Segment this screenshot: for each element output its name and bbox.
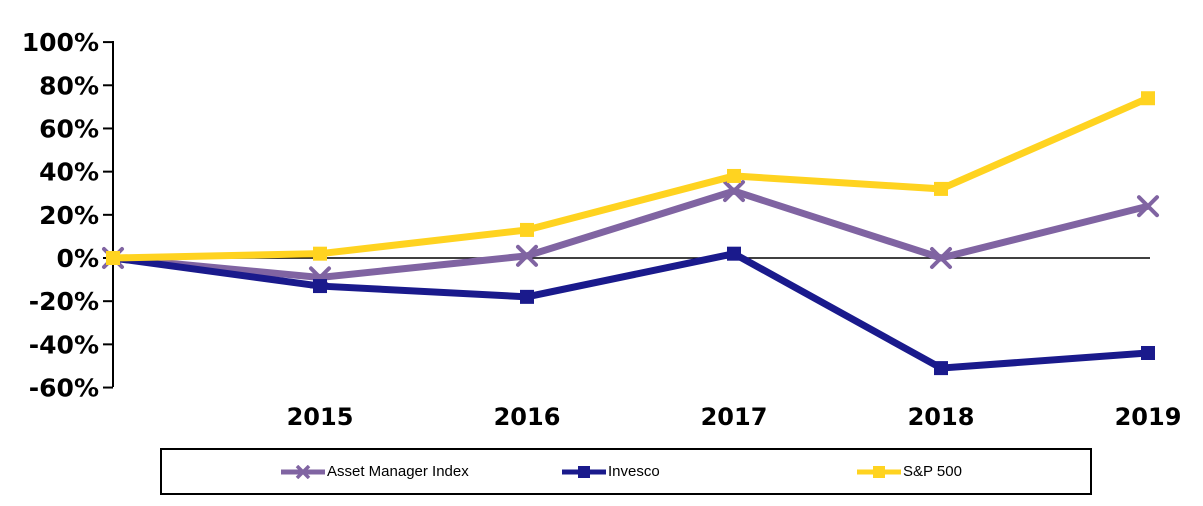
y-tick-label: 80% bbox=[39, 71, 99, 100]
series-asset-manager-index-marker bbox=[1137, 195, 1159, 218]
y-tick-label: 40% bbox=[39, 158, 99, 187]
series-s-p-500-marker bbox=[1141, 91, 1155, 106]
series-asset-manager-index-marker bbox=[930, 247, 952, 269]
series-asset-manager-index-marker bbox=[516, 244, 538, 267]
x-tick-label: 2018 bbox=[908, 403, 975, 431]
legend-label-asset-manager-index: Asset Manager Index bbox=[327, 463, 469, 480]
x-tick-label: 2016 bbox=[494, 403, 561, 431]
legend-sample-marker bbox=[578, 465, 590, 478]
x-tick-label: 2015 bbox=[287, 403, 354, 431]
sp500-line-sample-icon bbox=[857, 465, 901, 478]
series-s-p-500-marker bbox=[727, 168, 741, 183]
y-tick-label: 100% bbox=[22, 28, 99, 57]
series-invesco-marker bbox=[1141, 345, 1155, 360]
invesco-line-sample-icon bbox=[562, 465, 606, 478]
series-s-p-500-marker bbox=[520, 222, 534, 237]
series-invesco-marker bbox=[727, 246, 741, 261]
legend-item-invesco: Invesco bbox=[562, 450, 660, 493]
series-asset-manager-index-marker bbox=[723, 180, 745, 203]
series-line-s-p-500 bbox=[112, 95, 1150, 262]
y-tick-label: -40% bbox=[29, 330, 99, 359]
legend-sample-marker bbox=[295, 464, 311, 479]
legend: Asset Manager Index Invesco S&P 500 bbox=[160, 448, 1092, 495]
series-s-p-500-marker bbox=[934, 181, 948, 196]
y-tick-label: -60% bbox=[29, 374, 99, 403]
legend-sample-marker bbox=[873, 465, 885, 478]
y-tick-label: -20% bbox=[29, 287, 99, 316]
series-invesco-marker bbox=[313, 279, 327, 294]
legend-label-invesco: Invesco bbox=[608, 463, 660, 480]
series-invesco-marker bbox=[520, 289, 534, 304]
x-tick-label: 2019 bbox=[1115, 403, 1182, 431]
series-invesco-marker bbox=[934, 361, 948, 376]
legend-label-sp500: S&P 500 bbox=[903, 463, 962, 480]
series-s-p-500-marker bbox=[106, 251, 120, 265]
legend-item-sp500: S&P 500 bbox=[857, 450, 962, 493]
x-tick-label: 2017 bbox=[701, 403, 768, 431]
series-s-p-500-marker bbox=[313, 246, 327, 261]
y-tick-label: 0% bbox=[57, 244, 99, 273]
legend-item-asset-manager-index: Asset Manager Index bbox=[281, 450, 469, 493]
series-line-invesco bbox=[112, 249, 1149, 372]
y-tick-label: 60% bbox=[39, 114, 99, 143]
series-line-asset-manager-index bbox=[112, 187, 1149, 281]
asset-manager-index-line-sample-icon bbox=[281, 464, 325, 479]
y-tick-label: 20% bbox=[39, 201, 99, 230]
